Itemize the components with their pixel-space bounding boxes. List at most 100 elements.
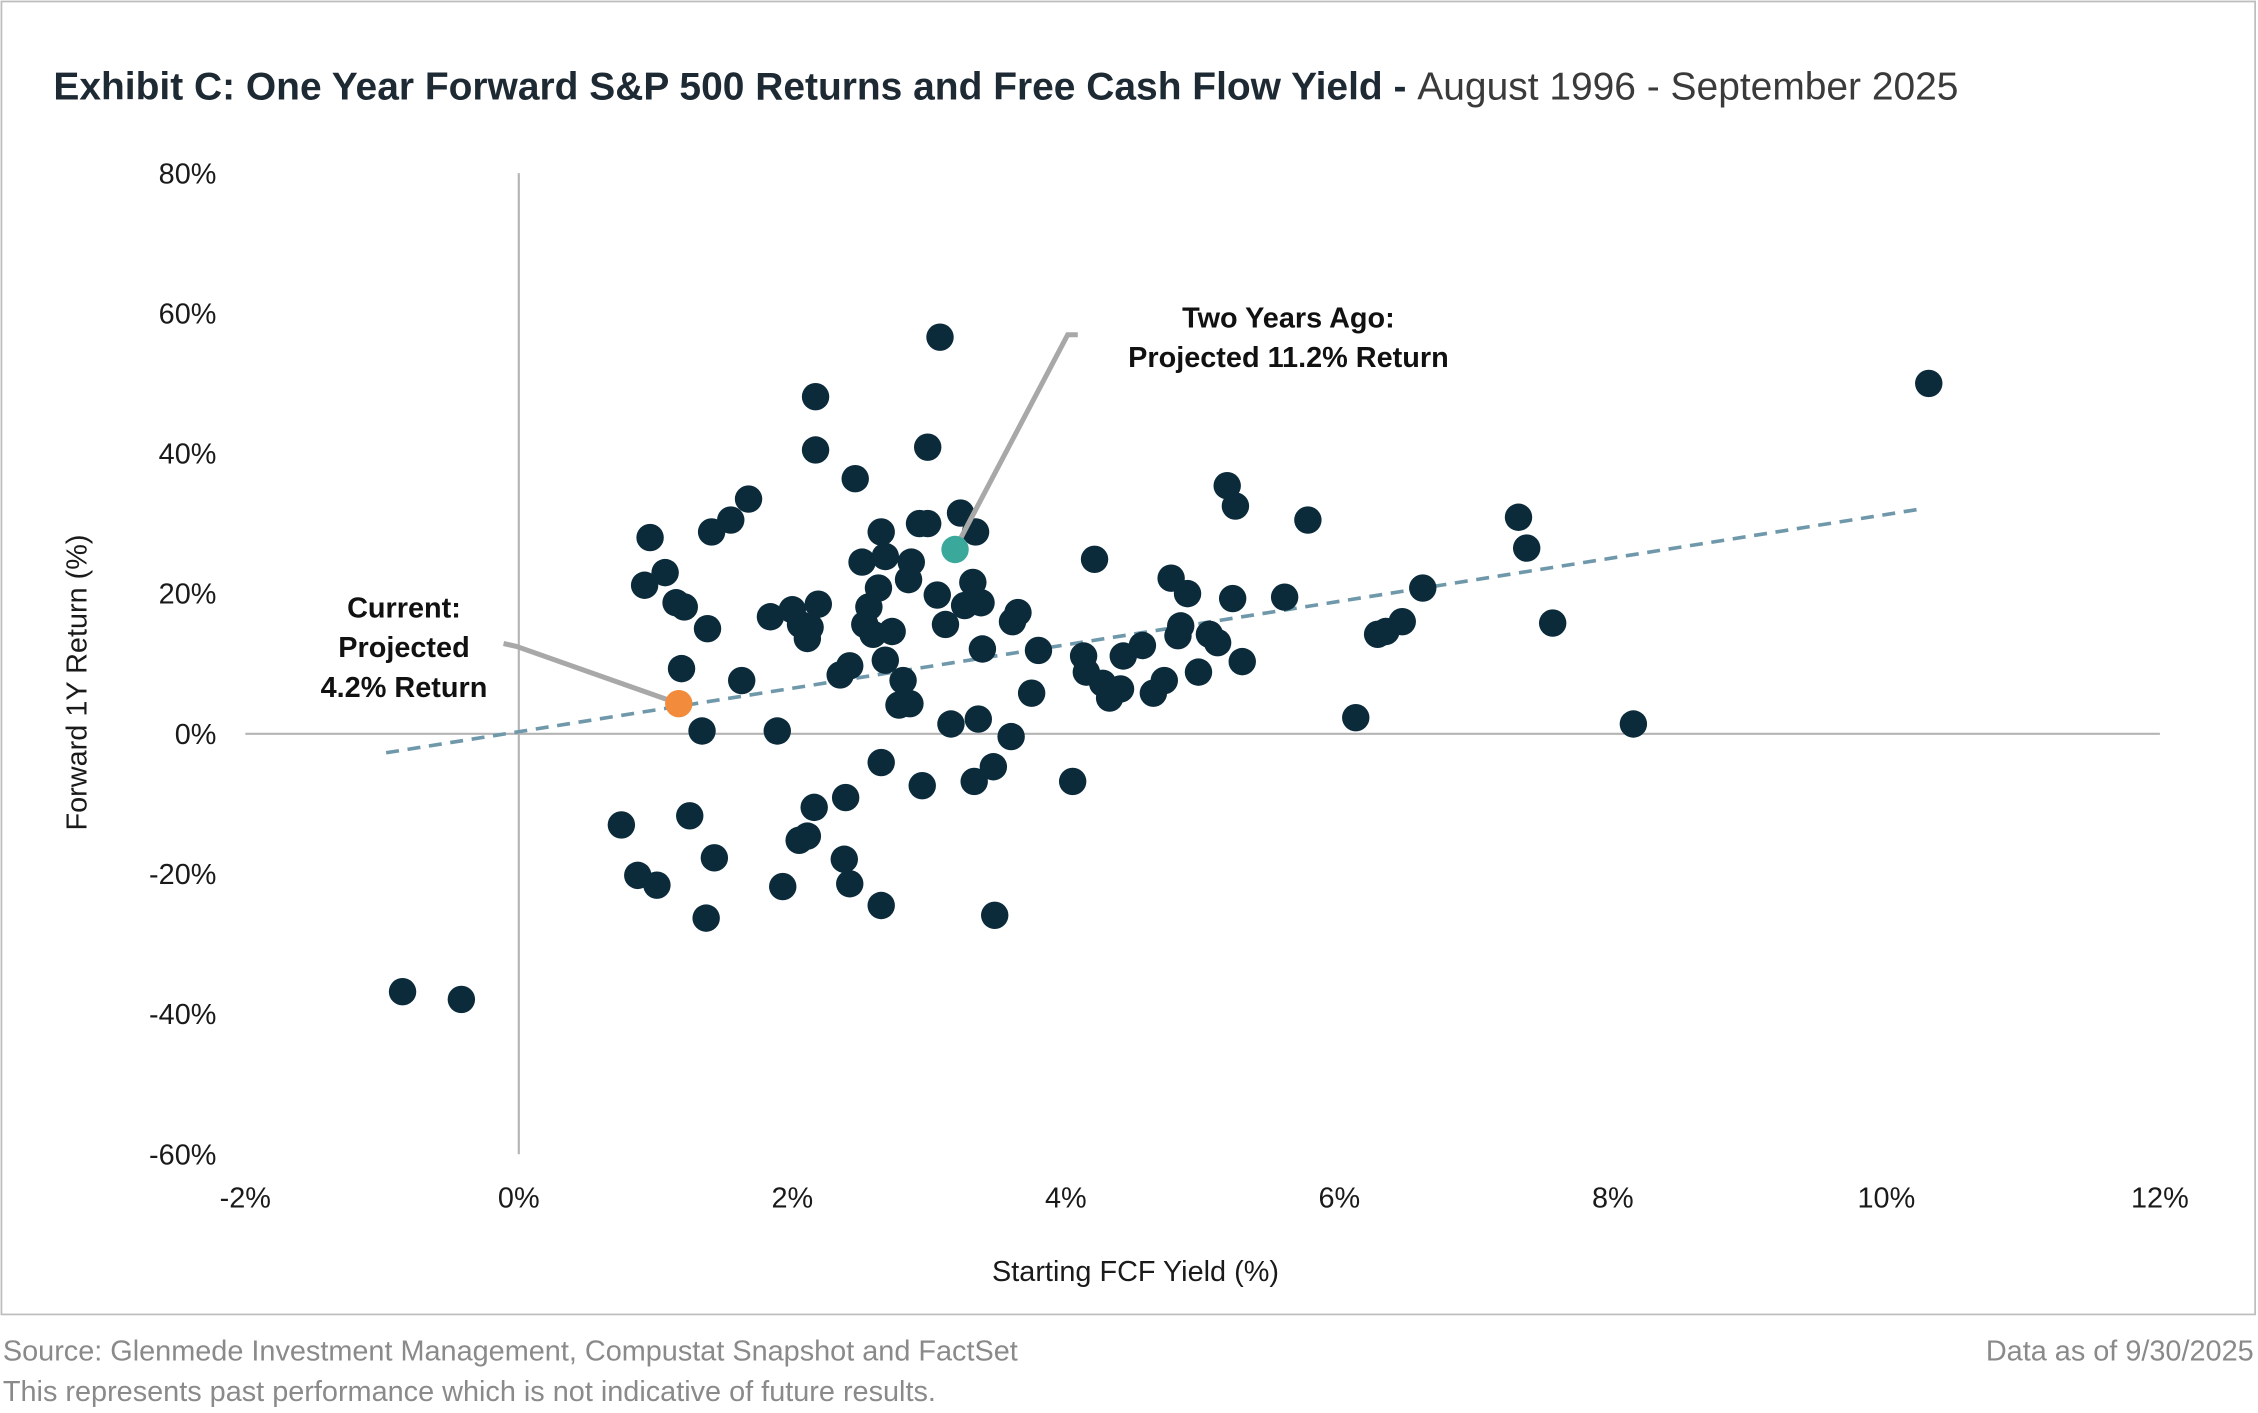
current-callout-line: [502, 641, 680, 707]
data-point: [630, 571, 659, 599]
data-point: [793, 822, 822, 850]
data-point: [867, 891, 895, 920]
data-point: [964, 705, 993, 733]
data-point: [1619, 710, 1648, 738]
two-years-ago-callout-line: [958, 332, 1078, 540]
data-point: [1538, 609, 1567, 637]
data-point: [1017, 679, 1046, 707]
y-axis-title: Forward 1Y Return (%): [62, 534, 94, 830]
data-point: [889, 666, 917, 695]
data-point: [1228, 647, 1256, 676]
data-point: [1270, 583, 1299, 611]
data-point: [447, 985, 476, 1014]
data-point: [692, 904, 720, 932]
data-point: [763, 717, 791, 745]
data-point: [607, 811, 636, 839]
y-tick-label: 80%: [159, 158, 217, 190]
two-years-ago-annotation-line: Projected 11.2% Return: [1128, 342, 1449, 374]
data-point: [688, 717, 716, 745]
two-years-ago-annotation-line: Two Years Ago:: [1182, 303, 1395, 335]
data-point: [651, 558, 679, 587]
callouts: Current: Projected 4.2% Return Two Years Ag…: [321, 303, 1449, 718]
data-point: [871, 542, 900, 571]
disclaimer-note: This represents past performance which i…: [3, 1376, 936, 1408]
data-point: [717, 506, 745, 534]
data-point: [796, 613, 824, 641]
x-tick-label: 8%: [1592, 1183, 1634, 1215]
title-separator: -: [1383, 66, 1418, 109]
data-point: [830, 845, 858, 873]
data-point: [864, 574, 893, 602]
data-point: [1512, 534, 1541, 562]
data-point: [968, 635, 997, 663]
data-point: [897, 548, 925, 576]
source-note: Source: Glenmede Investment Management, …: [3, 1336, 1018, 1368]
data-point: [896, 689, 924, 718]
data-point: [769, 872, 797, 901]
data-point: [1166, 612, 1195, 640]
data-point: [801, 383, 830, 411]
data-point: [1409, 574, 1437, 602]
data-point: [693, 614, 722, 643]
data-point: [913, 509, 942, 538]
x-tick-label: 6%: [1318, 1183, 1360, 1215]
x-tick-label: -2%: [220, 1183, 271, 1215]
data-point: [1221, 492, 1250, 520]
data-point: [1504, 503, 1533, 531]
x-axis-title: Starting FCF Yield (%): [992, 1256, 1279, 1288]
current-annotation-line: Current:: [347, 593, 461, 625]
y-tick-label: -40%: [149, 999, 216, 1031]
data-point: [1218, 584, 1247, 613]
data-point: [1294, 506, 1322, 534]
data-point: [908, 771, 936, 800]
data-point: [960, 767, 988, 796]
chart-title: Exhibit C: One Year Forward S&P 500 Retu…: [53, 66, 1958, 109]
x-tick-label: 10%: [1858, 1183, 1916, 1215]
data-point: [801, 436, 830, 464]
x-tick-label: 4%: [1045, 1183, 1087, 1215]
data-point: [1342, 703, 1370, 732]
data-point: [931, 610, 960, 639]
data-point: [831, 783, 860, 812]
current-annotation-line: 4.2% Return: [321, 672, 488, 704]
data-point: [981, 901, 1009, 930]
data-point: [667, 654, 696, 683]
data-point: [979, 753, 1008, 781]
x-tick-label: 12%: [2131, 1183, 2189, 1215]
data-point: [643, 871, 671, 899]
data-points: [388, 323, 1943, 1014]
data-point: [867, 518, 895, 546]
data-point: [700, 844, 729, 872]
axes: -2% 0% 2% 4% 6% 8% 10% 12% -60% -40% -20% 0% 20% 40% 6…: [149, 158, 2189, 1214]
y-tick-label: 40%: [159, 439, 217, 471]
x-tick-label: 0%: [498, 1183, 540, 1215]
data-point: [388, 977, 417, 1006]
data-point: [1004, 598, 1032, 627]
current-annotation-line: Projected: [338, 632, 469, 664]
two-years-ago-highlight-point: [941, 535, 969, 564]
data-point: [946, 499, 975, 527]
data-point: [836, 870, 864, 898]
data-as-of: Data as of 9/30/2025: [1986, 1336, 2254, 1368]
y-tick-label: -60%: [149, 1139, 216, 1171]
data-point: [1203, 628, 1232, 657]
data-point: [1024, 636, 1053, 665]
chart-subtitle: August 1996 - September 2025: [1417, 66, 1958, 109]
y-tick-label: -20%: [149, 859, 216, 891]
y-tick-label: 60%: [159, 298, 217, 330]
data-point: [867, 748, 895, 777]
data-point: [1128, 631, 1157, 660]
data-point: [670, 593, 698, 621]
data-point: [1915, 369, 1943, 398]
data-point: [1173, 579, 1202, 608]
data-point: [1080, 545, 1109, 574]
data-point: [926, 323, 954, 351]
data-point: [923, 581, 951, 609]
data-point: [756, 603, 785, 631]
data-point: [848, 548, 876, 576]
data-point: [878, 617, 906, 646]
data-point: [1150, 666, 1178, 695]
data-point: [676, 802, 704, 830]
data-point: [800, 793, 828, 822]
